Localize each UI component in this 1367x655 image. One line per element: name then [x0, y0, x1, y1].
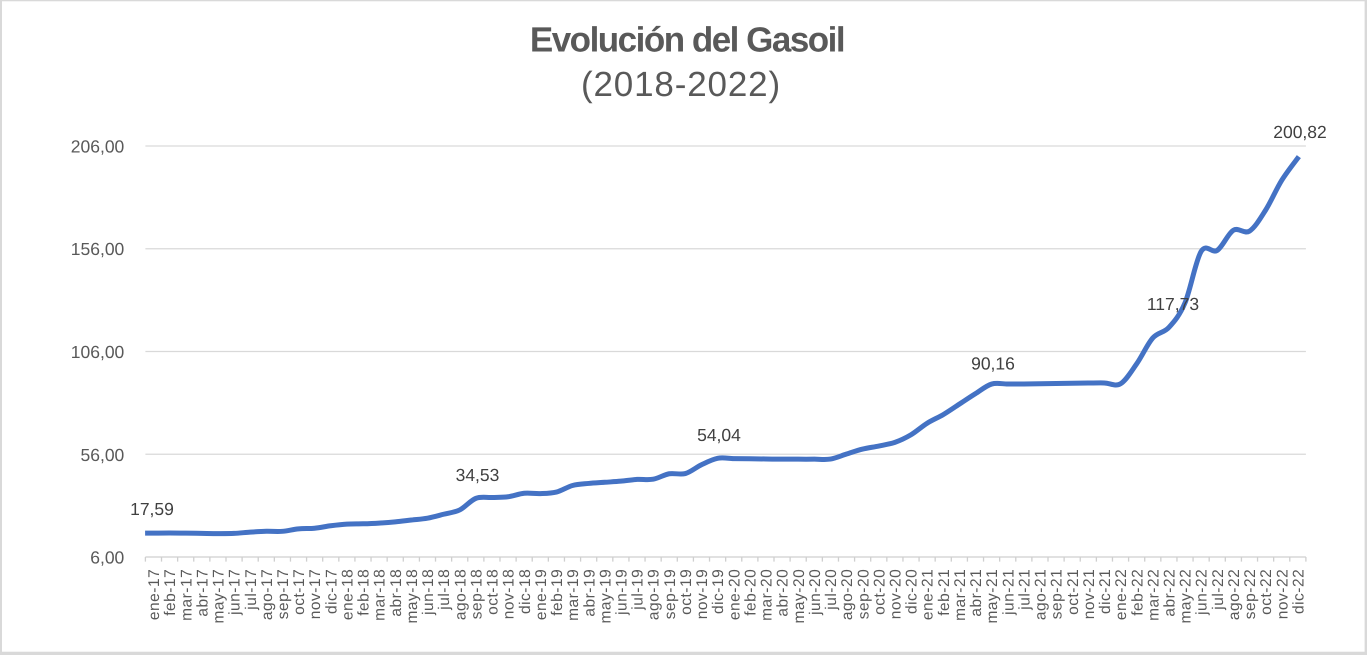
svg-text:abr-18: abr-18 [388, 569, 405, 617]
svg-text:nov-18: nov-18 [501, 569, 518, 619]
svg-text:may-22: may-22 [1178, 569, 1195, 624]
svg-text:may-21: may-21 [984, 569, 1001, 624]
svg-text:ene-17: ene-17 [146, 569, 163, 620]
svg-text:ago-21: ago-21 [1033, 569, 1050, 620]
svg-text:nov-20: nov-20 [887, 569, 904, 619]
svg-text:dic-19: dic-19 [710, 569, 727, 614]
svg-text:Evolución del Gasoil: Evolución del Gasoil [530, 21, 844, 60]
svg-text:jul-21: jul-21 [1016, 569, 1033, 611]
svg-text:feb-19: feb-19 [549, 569, 566, 616]
svg-text:abr-21: abr-21 [968, 569, 985, 617]
svg-text:106,00: 106,00 [71, 342, 125, 362]
svg-text:jul-17: jul-17 [243, 569, 260, 611]
svg-text:sep-18: sep-18 [468, 569, 485, 619]
svg-text:feb-22: feb-22 [1129, 569, 1146, 616]
svg-text:mar-19: mar-19 [565, 569, 582, 621]
svg-text:sep-19: sep-19 [662, 569, 679, 619]
svg-text:jun-17: jun-17 [227, 569, 244, 616]
svg-text:ago-22: ago-22 [1226, 569, 1243, 620]
svg-text:ene-21: ene-21 [920, 569, 937, 620]
svg-text:nov-22: nov-22 [1274, 569, 1291, 619]
svg-text:ago-18: ago-18 [452, 569, 469, 620]
svg-text:dic-17: dic-17 [323, 569, 340, 614]
svg-text:117,73: 117,73 [1147, 294, 1199, 314]
svg-text:ago-19: ago-19 [646, 569, 663, 620]
svg-text:mar-20: mar-20 [759, 569, 776, 621]
svg-text:jul-20: jul-20 [823, 569, 840, 611]
svg-text:156,00: 156,00 [71, 239, 125, 259]
svg-text:feb-18: feb-18 [356, 569, 373, 616]
svg-text:oct-18: oct-18 [485, 569, 502, 615]
svg-text:abr-17: abr-17 [194, 569, 211, 617]
svg-text:dic-22: dic-22 [1290, 569, 1307, 614]
svg-text:ago-17: ago-17 [259, 569, 276, 620]
svg-text:jun-19: jun-19 [613, 569, 630, 616]
svg-text:6,00: 6,00 [90, 548, 124, 568]
svg-text:abr-20: abr-20 [775, 569, 792, 617]
svg-text:jul-18: jul-18 [436, 569, 453, 611]
svg-text:oct-20: oct-20 [871, 569, 888, 615]
svg-text:jun-20: jun-20 [807, 569, 824, 616]
svg-text:ene-22: ene-22 [1113, 569, 1130, 620]
svg-text:may-18: may-18 [404, 569, 421, 624]
svg-text:nov-19: nov-19 [694, 569, 711, 619]
svg-text:sep-21: sep-21 [1049, 569, 1066, 619]
svg-text:jun-18: jun-18 [420, 569, 437, 616]
svg-text:jun-21: jun-21 [1000, 569, 1017, 616]
svg-text:mar-17: mar-17 [178, 569, 195, 621]
svg-text:sep-20: sep-20 [855, 569, 872, 619]
svg-text:17,59: 17,59 [130, 499, 174, 519]
svg-text:sep-17: sep-17 [275, 569, 292, 619]
svg-text:may-17: may-17 [211, 569, 228, 624]
svg-text:ene-18: ene-18 [339, 569, 356, 620]
svg-text:may-19: may-19 [597, 569, 614, 624]
svg-text:200,82: 200,82 [1273, 122, 1327, 142]
svg-text:ene-20: ene-20 [726, 569, 743, 620]
svg-text:feb-20: feb-20 [742, 569, 759, 616]
svg-text:oct-17: oct-17 [291, 569, 308, 615]
svg-text:ago-20: ago-20 [839, 569, 856, 620]
svg-text:may-20: may-20 [791, 569, 808, 624]
svg-text:mar-21: mar-21 [952, 569, 969, 621]
svg-text:dic-20: dic-20 [904, 569, 921, 614]
svg-text:34,53: 34,53 [456, 465, 500, 485]
svg-text:mar-22: mar-22 [1145, 569, 1162, 621]
svg-text:oct-19: oct-19 [678, 569, 695, 615]
svg-text:abr-22: abr-22 [1162, 569, 1179, 617]
svg-text:(2018-2022): (2018-2022) [581, 65, 781, 104]
svg-text:nov-21: nov-21 [1081, 569, 1098, 619]
svg-text:54,04: 54,04 [697, 425, 741, 445]
svg-text:jul-22: jul-22 [1210, 569, 1227, 611]
svg-text:nov-17: nov-17 [307, 569, 324, 619]
svg-text:feb-21: feb-21 [936, 569, 953, 616]
svg-text:dic-18: dic-18 [517, 569, 534, 614]
svg-text:206,00: 206,00 [71, 137, 125, 157]
svg-text:ene-19: ene-19 [533, 569, 550, 620]
svg-text:oct-21: oct-21 [1065, 569, 1082, 615]
svg-text:feb-17: feb-17 [162, 569, 179, 616]
svg-text:oct-22: oct-22 [1258, 569, 1275, 615]
svg-text:jun-22: jun-22 [1194, 569, 1211, 616]
svg-text:90,16: 90,16 [971, 353, 1015, 373]
svg-text:mar-18: mar-18 [372, 569, 389, 621]
svg-text:dic-21: dic-21 [1097, 569, 1114, 614]
svg-text:abr-19: abr-19 [581, 569, 598, 617]
svg-text:56,00: 56,00 [81, 445, 125, 465]
svg-text:jul-19: jul-19 [630, 569, 647, 611]
svg-text:sep-22: sep-22 [1242, 569, 1259, 619]
